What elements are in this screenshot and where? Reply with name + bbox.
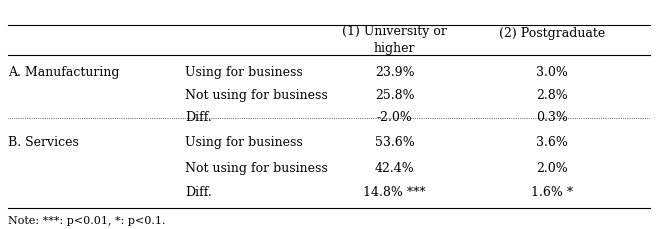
Text: -2.0%: -2.0% — [376, 111, 413, 124]
Text: Note: ***: p<0.01, *: p<0.1.: Note: ***: p<0.01, *: p<0.1. — [8, 216, 165, 226]
Text: Not using for business: Not using for business — [185, 162, 328, 175]
Text: 0.3%: 0.3% — [536, 111, 568, 124]
Text: B. Services: B. Services — [8, 136, 79, 149]
Text: Diff.: Diff. — [185, 186, 212, 199]
Text: 1.6% *: 1.6% * — [531, 186, 573, 199]
Text: 25.8%: 25.8% — [374, 89, 415, 102]
Text: 23.9%: 23.9% — [374, 66, 415, 79]
Text: (1) University or
higher: (1) University or higher — [342, 25, 447, 55]
Text: 2.8%: 2.8% — [536, 89, 568, 102]
Text: Using for business: Using for business — [185, 66, 303, 79]
Text: Using for business: Using for business — [185, 136, 303, 149]
Text: 53.6%: 53.6% — [374, 136, 415, 149]
Text: Not using for business: Not using for business — [185, 89, 328, 102]
Text: 2.0%: 2.0% — [536, 162, 568, 175]
Text: 42.4%: 42.4% — [374, 162, 415, 175]
Text: 3.0%: 3.0% — [536, 66, 568, 79]
Text: A. Manufacturing: A. Manufacturing — [8, 66, 120, 79]
Text: 14.8% ***: 14.8% *** — [363, 186, 426, 199]
Text: (2) Postgraduate: (2) Postgraduate — [499, 27, 605, 40]
Text: Diff.: Diff. — [185, 111, 212, 124]
Text: 3.6%: 3.6% — [536, 136, 568, 149]
